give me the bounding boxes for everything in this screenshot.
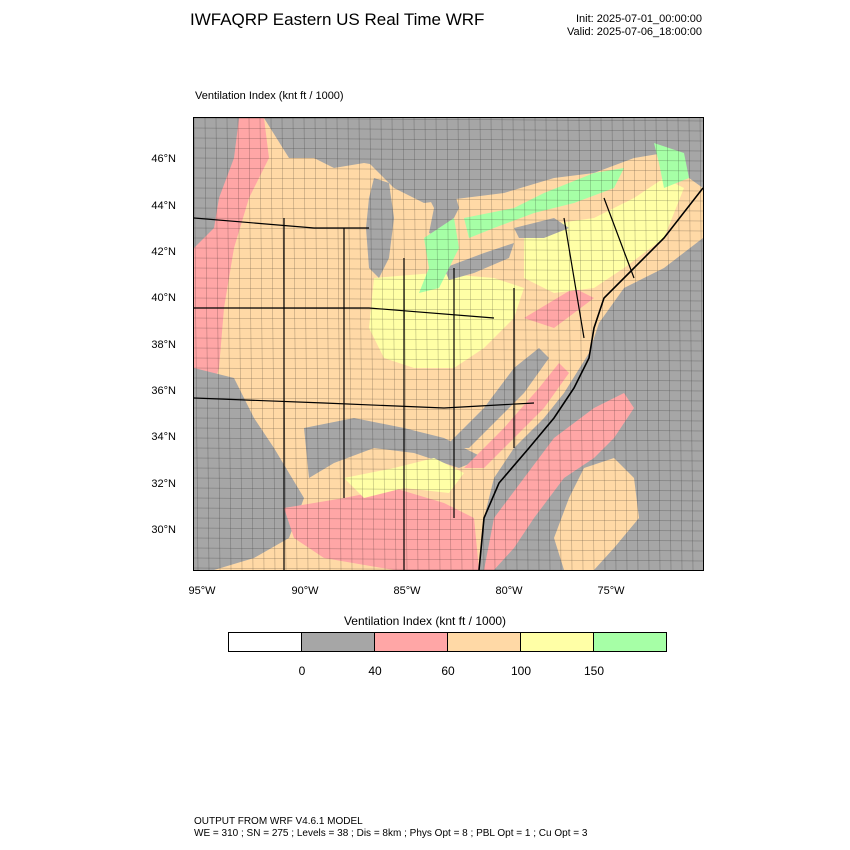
- colorbar-label: 100: [510, 664, 532, 678]
- lake-michigan: [366, 178, 394, 278]
- green-region-michigan: [419, 218, 459, 293]
- lat-tick-40n: 40°N: [151, 292, 176, 304]
- coastline: [478, 187, 703, 570]
- pink-region-appalachian: [464, 288, 594, 468]
- colorbar-label: 0: [298, 664, 306, 678]
- yellow-region-northeast: [524, 178, 684, 293]
- colorbar-swatch: [302, 633, 375, 651]
- green-region-canada: [464, 143, 689, 238]
- lon-tick-95w: 95°W: [188, 585, 216, 597]
- lake-ontario: [514, 218, 569, 238]
- valid-time: Valid: 2025-07-06_18:00:00: [567, 26, 702, 38]
- lat-tick-42n: 42°N: [151, 246, 176, 258]
- footer-line-1: OUTPUT FROM WRF V4.6.1 MODEL: [194, 816, 363, 827]
- lake-erie: [444, 243, 514, 280]
- lon-tick-75w: 75°W: [597, 585, 625, 597]
- colorbar: [228, 632, 667, 652]
- lat-tick-46n: 46°N: [151, 153, 176, 165]
- colorbar-swatch: [448, 633, 521, 651]
- run-time-info: Init: 2025-07-01_00:00:00 Valid: 2025-07…: [567, 13, 702, 39]
- lon-tick-80w: 80°W: [495, 585, 523, 597]
- colorbar-title: Ventilation Index (knt ft / 1000): [343, 614, 507, 628]
- footer-line-2: WE = 310 ; SN = 275 ; Levels = 38 ; Dis …: [194, 828, 588, 839]
- map-canvas: [194, 118, 703, 570]
- colorbar-swatch: [229, 633, 302, 651]
- lat-tick-32n: 32°N: [151, 478, 176, 490]
- lat-tick-38n: 38°N: [151, 339, 176, 351]
- pink-region-atlantic: [484, 393, 634, 570]
- gray-region-west: [194, 118, 304, 570]
- colorbar-swatch: [594, 633, 666, 651]
- lat-tick-44n: 44°N: [151, 200, 176, 212]
- colorbar-label: 40: [368, 664, 382, 678]
- gray-region-south: [304, 418, 484, 478]
- lat-tick-36n: 36°N: [151, 385, 176, 397]
- colorbar-label: 60: [441, 664, 455, 678]
- field-label: Ventilation Index (knt ft / 1000): [195, 90, 344, 102]
- lat-tick-34n: 34°N: [151, 431, 176, 443]
- lon-tick-90w: 90°W: [291, 585, 319, 597]
- model-info-footer: OUTPUT FROM WRF V4.6.1 MODEL WE = 310 ; …: [194, 816, 587, 840]
- lon-tick-85w: 85°W: [393, 585, 421, 597]
- gray-region-appalachian: [444, 348, 549, 448]
- init-time: Init: 2025-07-01_00:00:00: [576, 13, 702, 25]
- colorbar-swatch: [521, 633, 594, 651]
- colorbar-swatch: [375, 633, 448, 651]
- map-title: IWFAQRP Eastern US Real Time WRF: [190, 10, 485, 29]
- colorbar-label: 150: [583, 664, 605, 678]
- ventilation-index-map: [193, 117, 704, 571]
- county-grid: [194, 118, 703, 570]
- lat-tick-30n: 30°N: [151, 524, 176, 536]
- yellow-region-midwest: [369, 273, 524, 368]
- tan-region-atlantic: [554, 458, 639, 570]
